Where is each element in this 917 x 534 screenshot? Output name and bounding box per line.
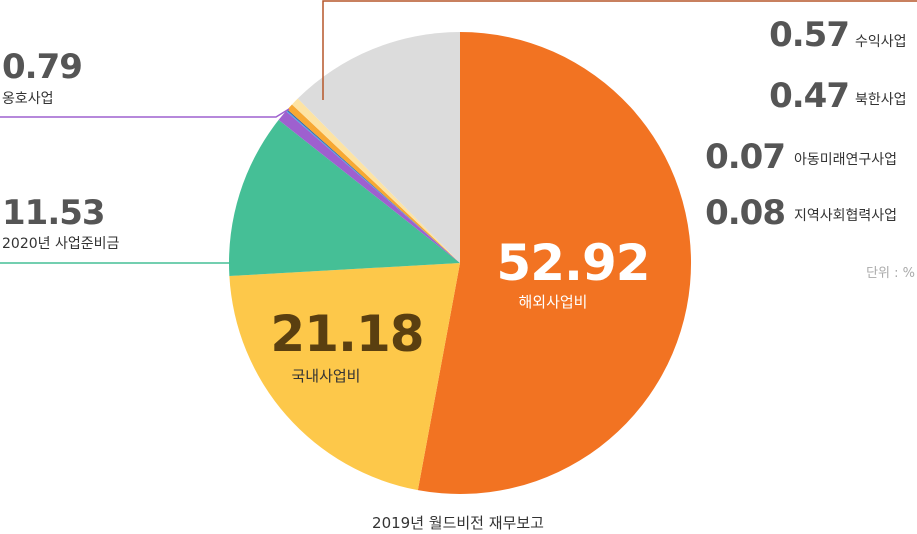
unit-note: 단위 : %: [866, 266, 915, 281]
pie-slice-3: [278, 111, 460, 263]
community-label: 지역사회협력사업: [794, 208, 897, 224]
pie-slice-2: [229, 119, 460, 277]
north-korea-value: 0.47: [769, 76, 849, 116]
north-korea-label: 북한사업: [855, 92, 907, 108]
pie-slice-7: [292, 98, 460, 263]
overseas-value: 52.92: [496, 234, 649, 292]
pie-slices: [229, 32, 692, 494]
pie-slice-8: [297, 32, 460, 263]
leader-line-revenue: [322, 0, 917, 100]
revenue-value: 0.57: [769, 15, 849, 55]
chart-caption: 2019년 월드비전 재무보고: [372, 514, 544, 532]
pie-slice-1: [229, 263, 460, 491]
community-value: 0.08: [705, 193, 785, 233]
reserve-label: 2020년 사업준비금: [2, 236, 119, 252]
pie-slice-0: [417, 32, 692, 494]
revenue-label: 수익사업: [855, 34, 907, 50]
pie-slice-5: [286, 109, 460, 263]
reserve-value: 11.53: [2, 193, 105, 233]
domestic-label: 국내사업비: [291, 367, 360, 385]
child-future-label: 아동미래연구사업: [794, 152, 897, 168]
pie-slice-6: [287, 104, 460, 263]
leader-line-advocacy: [0, 108, 290, 118]
overseas-label: 해외사업비: [518, 293, 587, 311]
advocacy-value: 0.79: [2, 47, 82, 87]
advocacy-label: 옹호사업: [2, 91, 54, 107]
pie-slice-4: [285, 110, 460, 264]
child-future-value: 0.07: [705, 137, 785, 177]
domestic-value: 21.18: [270, 305, 423, 363]
